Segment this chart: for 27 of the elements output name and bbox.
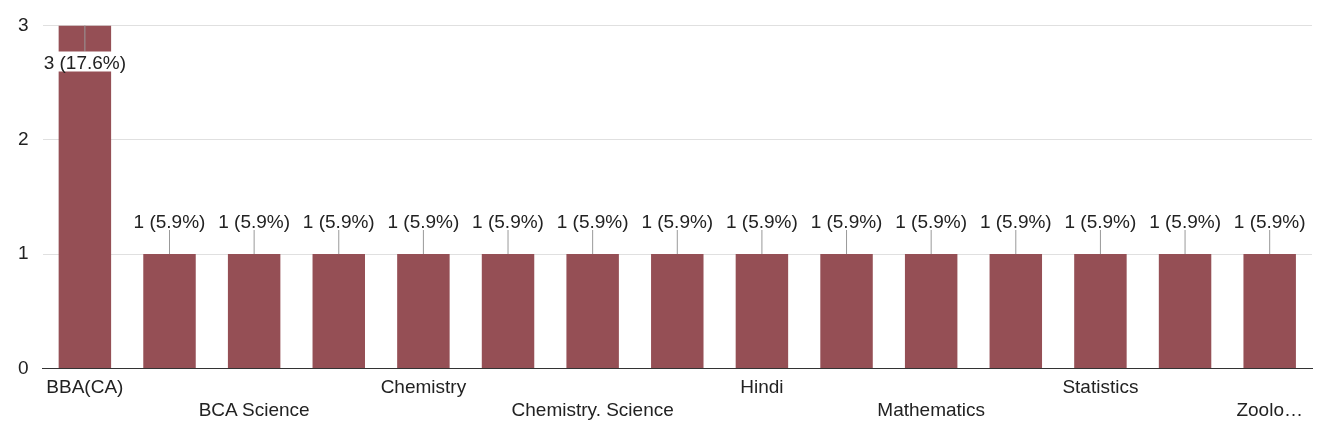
data-label: 1 (5.9%) (1233, 210, 1306, 232)
data-label: 1 (5.9%) (1064, 210, 1137, 232)
y-tick-label: 3 (17, 13, 29, 35)
data-label: 1 (5.9%) (1149, 210, 1221, 232)
data-label: 1 (5.9%) (472, 210, 544, 232)
data-label: 1 (5.9%) (979, 210, 1052, 232)
data-label: 1 (5.9%) (302, 210, 375, 232)
data-label: 1 (5.9%) (133, 210, 206, 232)
x-tick-label: Chemistry. Science (511, 398, 674, 420)
y-tick-label: 1 (17, 242, 29, 264)
data-label: 1 (5.9%) (726, 210, 798, 232)
y-tick-label: 0 (17, 356, 29, 378)
y-tick-label: 2 (17, 127, 29, 149)
x-tick-label: Hindi (740, 376, 784, 398)
data-label: 1 (5.9%) (810, 210, 883, 232)
x-tick-label: Chemistry (380, 376, 467, 398)
data-label: 3 (17.6%) (43, 52, 127, 74)
x-tick-label: BBA(CA) (46, 376, 124, 398)
x-tick-label: BCA Science (198, 398, 310, 420)
data-label: 1 (5.9%) (641, 210, 714, 232)
data-label: 1 (5.9%) (218, 210, 291, 232)
data-label: 1 (5.9%) (556, 210, 629, 232)
data-label: 1 (5.9%) (387, 210, 460, 232)
x-tick-label: Statistics (1062, 376, 1139, 398)
data-label: 1 (5.9%) (895, 210, 968, 232)
x-tick-label: Mathematics (877, 398, 986, 420)
x-tick-label: Zoolo… (1236, 398, 1303, 420)
